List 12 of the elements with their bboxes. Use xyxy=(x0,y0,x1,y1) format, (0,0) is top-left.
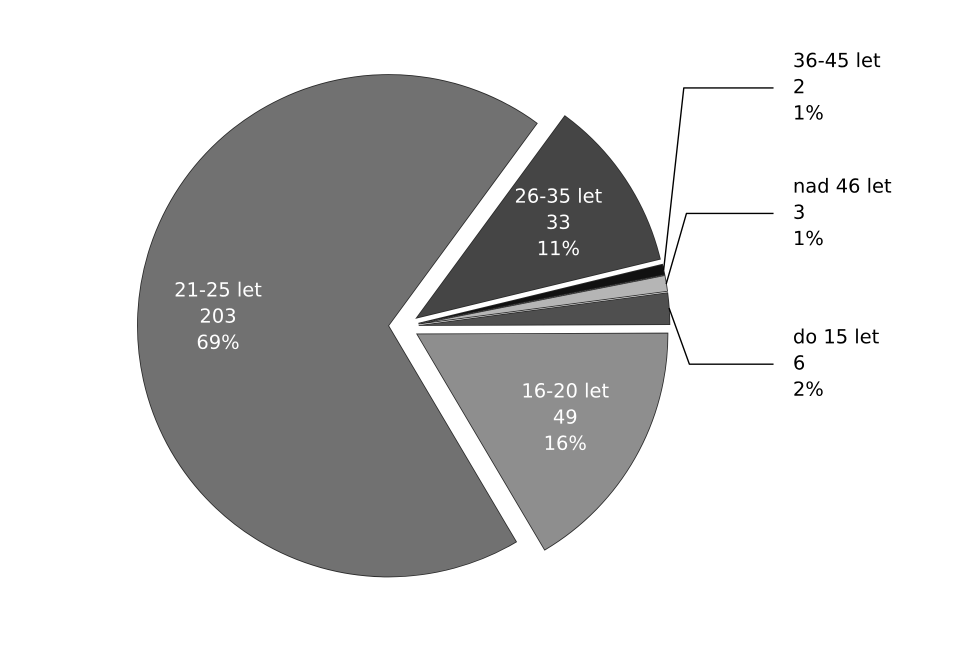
data-label: 6 2% xyxy=(794,355,823,396)
data-label: 49 16% xyxy=(546,409,586,450)
slice-label: nad 46 let xyxy=(794,178,892,193)
slice-label: 16-20 let xyxy=(524,382,609,398)
slice-label: 36-45 let xyxy=(794,52,880,68)
data-label: 2 1% xyxy=(794,78,823,120)
data-label: 203 69% xyxy=(198,308,239,350)
slice-label: 21-25 let xyxy=(176,282,262,297)
data-label: 3 1% xyxy=(794,204,823,246)
data-label: 33 11% xyxy=(538,214,579,256)
slice-label: 26-35 let xyxy=(516,188,602,203)
slice-label: do 15 let xyxy=(794,328,879,344)
